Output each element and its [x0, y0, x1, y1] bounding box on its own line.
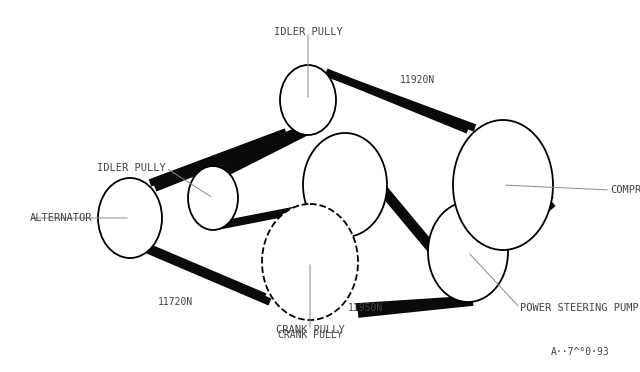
Ellipse shape — [262, 204, 358, 320]
Text: ALTERNATOR: ALTERNATOR — [30, 213, 93, 223]
Ellipse shape — [453, 120, 553, 250]
Text: 11920N: 11920N — [400, 75, 435, 85]
Text: CRANK PULLY: CRANK PULLY — [278, 330, 342, 340]
Text: POWER STEERING PUMP: POWER STEERING PUMP — [520, 303, 639, 313]
Ellipse shape — [303, 133, 387, 237]
Text: IDLER PULLY: IDLER PULLY — [274, 27, 342, 37]
Ellipse shape — [280, 65, 336, 135]
Text: CRANK PULLY: CRANK PULLY — [276, 325, 344, 335]
Text: COMPRESSOR: COMPRESSOR — [610, 185, 640, 195]
Text: A··7^°0·93: A··7^°0·93 — [551, 347, 610, 357]
Text: IDLER PULLY: IDLER PULLY — [97, 163, 166, 173]
Text: 11720N: 11720N — [157, 297, 193, 307]
Ellipse shape — [98, 178, 162, 258]
Ellipse shape — [428, 202, 508, 302]
Ellipse shape — [188, 166, 238, 230]
Text: 11950N: 11950N — [348, 303, 383, 313]
